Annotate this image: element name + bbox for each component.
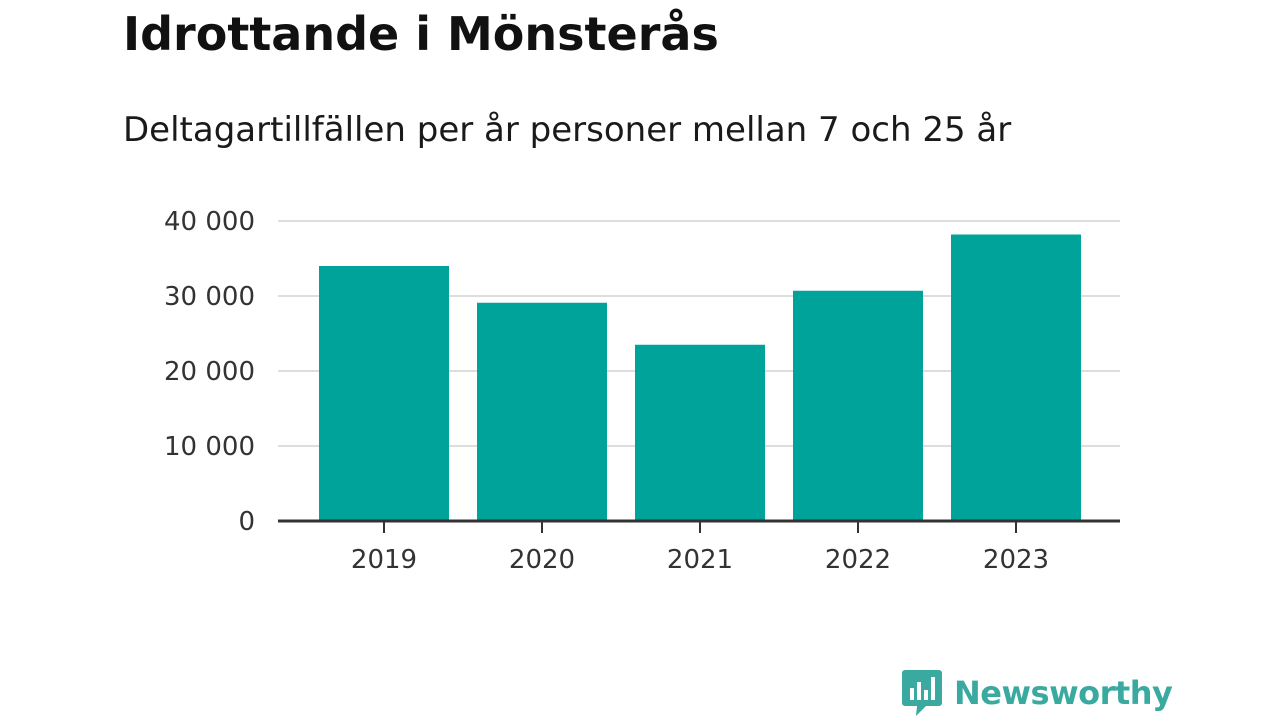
bar-2021 xyxy=(635,344,765,521)
chart-subtitle: Deltagartillfällen per år personer mella… xyxy=(123,110,1012,150)
newsworthy-logo-icon xyxy=(902,670,942,716)
y-tick-label: 20 000 xyxy=(164,357,255,387)
bar-2020 xyxy=(477,302,607,521)
y-tick-label: 10 000 xyxy=(164,432,255,462)
y-axis-ticks: 0 10 000 20 000 30 000 40 000 xyxy=(164,207,255,537)
y-tick-label: 40 000 xyxy=(164,207,255,237)
x-axis-ticks: 2019 2020 2021 2022 2023 xyxy=(351,521,1049,575)
x-tick-label: 2022 xyxy=(825,545,891,575)
y-tick-label: 0 xyxy=(238,507,255,537)
x-tick-label: 2021 xyxy=(667,545,733,575)
x-tick-label: 2019 xyxy=(351,545,417,575)
x-tick-label: 2020 xyxy=(509,545,575,575)
bar-2023 xyxy=(951,234,1081,521)
bar-2022 xyxy=(793,290,923,521)
newsworthy-logo: Newsworthy xyxy=(902,670,1173,716)
bar-2019 xyxy=(319,266,449,521)
y-tick-label: 30 000 xyxy=(164,282,255,312)
chart-title: Idrottande i Mönsterås xyxy=(123,7,719,61)
newsworthy-logo-text: Newsworthy xyxy=(954,674,1173,712)
x-tick-label: 2023 xyxy=(983,545,1049,575)
bars xyxy=(319,234,1081,521)
